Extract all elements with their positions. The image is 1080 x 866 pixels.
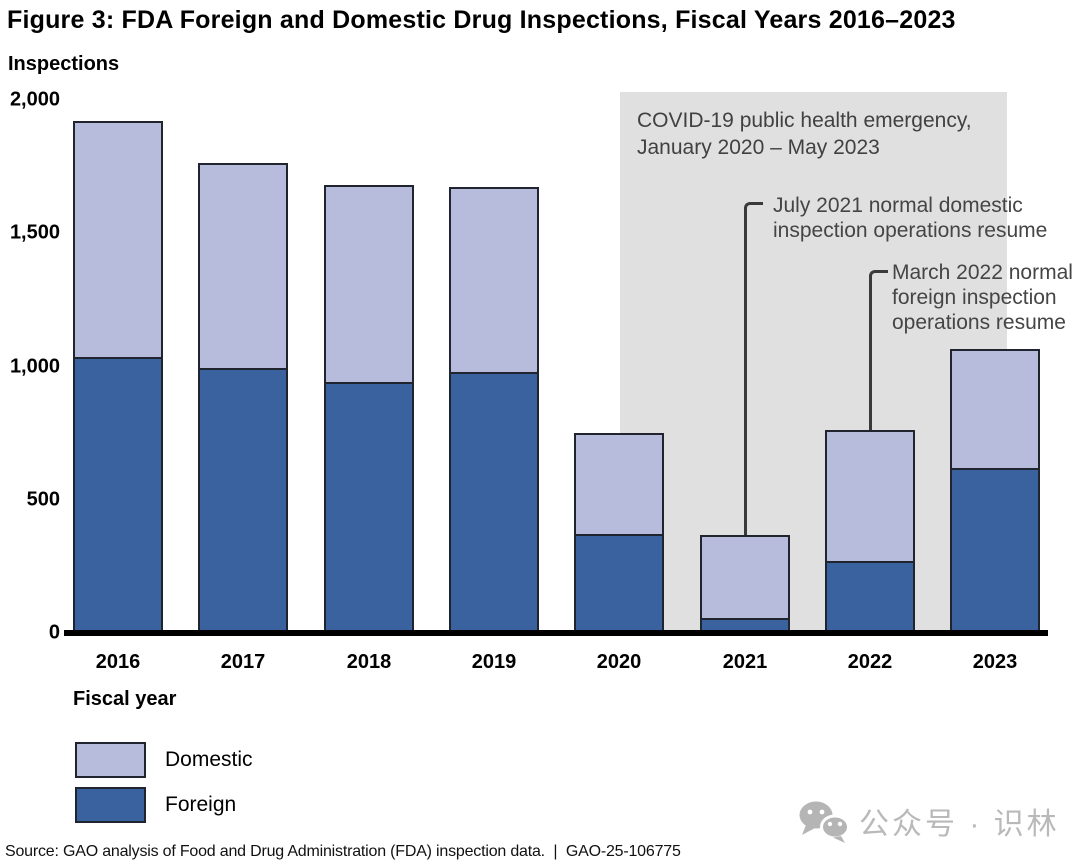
annotation-connector-july-2021	[744, 202, 763, 535]
annotation-july-2021: July 2021 normal domestic inspection ope…	[773, 194, 1048, 242]
bar-segment-domestic-2023	[950, 349, 1040, 468]
legend-item-domestic: Domestic	[75, 742, 253, 778]
legend-swatch-foreign	[75, 787, 146, 823]
figure-title: Figure 3: FDA Foreign and Domestic Drug …	[7, 6, 956, 34]
x-tick-label-2023: 2023	[972, 651, 1018, 673]
x-tick-label-2016: 2016	[95, 651, 141, 673]
legend-item-foreign: Foreign	[75, 787, 253, 823]
legend-label-foreign: Foreign	[165, 793, 237, 816]
bar-segment-foreign-2022	[825, 561, 915, 633]
legend-label-domestic: Domestic	[165, 748, 253, 771]
x-tick-label-2017: 2017	[220, 651, 266, 673]
x-tick-label-2021: 2021	[722, 651, 768, 673]
covid-emergency-band	[620, 92, 1007, 633]
y-tick-label-1,000: 1,000	[9, 355, 60, 377]
bar-segment-foreign-2023	[950, 468, 1040, 633]
y-tick-label-500: 500	[26, 488, 60, 511]
watermark-text: 公众号 · 识林	[859, 808, 1060, 841]
bar-segment-domestic-2021	[700, 535, 790, 618]
x-tick-label-2019: 2019	[471, 651, 517, 673]
bar-segment-foreign-2016	[73, 357, 163, 633]
legend: Domestic Foreign	[75, 742, 253, 832]
x-axis-line	[64, 630, 1048, 636]
bar-segment-foreign-2018	[324, 382, 414, 633]
x-tick-label-2018: 2018	[346, 651, 392, 673]
y-axis-title: Inspections	[8, 53, 120, 75]
bar-segment-domestic-2022	[825, 430, 915, 561]
x-tick-label-2020: 2020	[596, 651, 642, 673]
legend-swatch-domestic	[75, 742, 146, 778]
annotation-connector-march-2022	[869, 270, 888, 430]
wechat-icon	[799, 801, 850, 843]
annotation-march-2022: March 2022 normal foreign inspection ope…	[892, 261, 1073, 334]
source-note: Source: GAO analysis of Food and Drug Ad…	[5, 843, 681, 860]
bar-segment-foreign-2020	[574, 534, 664, 633]
y-tick-label-1,500: 1,500	[9, 221, 60, 244]
y-tick-label-2,000: 2,000	[9, 88, 60, 111]
y-tick-label-0: 0	[48, 621, 60, 644]
bar-segment-domestic-2016	[73, 121, 163, 357]
covid-band-label: COVID-19 public health emergency, Januar…	[637, 109, 972, 159]
x-tick-label-2022: 2022	[847, 651, 893, 673]
bar-segment-foreign-2019	[449, 372, 539, 633]
watermark: 公众号 · 识林	[797, 799, 1060, 843]
bar-segment-foreign-2017	[198, 368, 288, 633]
x-axis-title: Fiscal year	[73, 688, 177, 710]
bar-segment-domestic-2020	[574, 433, 664, 534]
bar-segment-domestic-2019	[449, 187, 539, 372]
bar-segment-domestic-2018	[324, 185, 414, 382]
bar-segment-domestic-2017	[198, 163, 288, 368]
